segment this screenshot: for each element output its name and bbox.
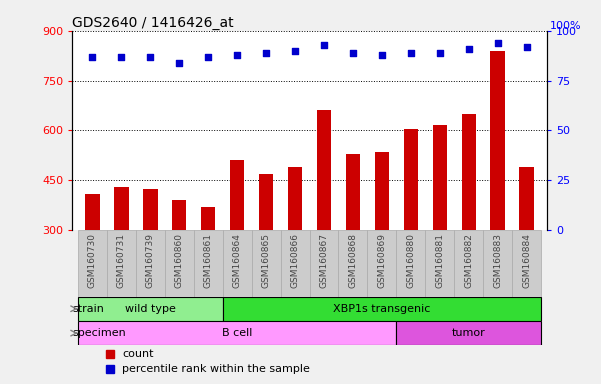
Text: specimen: specimen bbox=[73, 328, 126, 338]
Bar bbox=[397, 321, 541, 345]
Bar bbox=[454, 230, 483, 296]
Text: GSM160861: GSM160861 bbox=[204, 233, 213, 288]
Text: GSM160882: GSM160882 bbox=[464, 233, 473, 288]
Text: strain: strain bbox=[73, 304, 105, 314]
Text: XBP1s transgenic: XBP1s transgenic bbox=[333, 304, 430, 314]
Bar bbox=[143, 189, 157, 230]
Bar bbox=[85, 194, 100, 230]
Text: B cell: B cell bbox=[222, 328, 252, 338]
Bar bbox=[310, 230, 338, 296]
Bar bbox=[374, 152, 389, 230]
Point bbox=[290, 48, 300, 54]
Text: GSM160739: GSM160739 bbox=[146, 233, 155, 288]
Bar bbox=[78, 321, 397, 345]
Bar bbox=[222, 296, 541, 321]
Text: percentile rank within the sample: percentile rank within the sample bbox=[122, 364, 310, 374]
Bar bbox=[288, 167, 302, 230]
Bar bbox=[490, 51, 505, 230]
Text: 100%: 100% bbox=[550, 21, 581, 31]
Text: GSM160731: GSM160731 bbox=[117, 233, 126, 288]
Point bbox=[117, 53, 126, 60]
Bar bbox=[259, 174, 273, 230]
Text: GSM160881: GSM160881 bbox=[435, 233, 444, 288]
Bar bbox=[165, 230, 194, 296]
Bar bbox=[426, 230, 454, 296]
Bar bbox=[397, 230, 426, 296]
Bar bbox=[433, 126, 447, 230]
Bar bbox=[78, 296, 222, 321]
Point bbox=[88, 53, 97, 60]
Text: GSM160730: GSM160730 bbox=[88, 233, 97, 288]
Text: GSM160883: GSM160883 bbox=[493, 233, 502, 288]
Point bbox=[406, 50, 416, 56]
Bar bbox=[222, 230, 252, 296]
Text: GSM160860: GSM160860 bbox=[175, 233, 184, 288]
Bar bbox=[317, 111, 331, 230]
Text: wild type: wild type bbox=[125, 304, 175, 314]
Text: GSM160864: GSM160864 bbox=[233, 233, 242, 288]
Text: GSM160868: GSM160868 bbox=[349, 233, 358, 288]
Bar bbox=[136, 230, 165, 296]
Point bbox=[319, 41, 329, 48]
Text: GSM160884: GSM160884 bbox=[522, 233, 531, 288]
Bar bbox=[346, 154, 360, 230]
Point bbox=[233, 51, 242, 58]
Bar bbox=[462, 114, 476, 230]
Bar bbox=[107, 230, 136, 296]
Bar bbox=[512, 230, 541, 296]
Point bbox=[145, 53, 155, 60]
Point bbox=[435, 50, 445, 56]
Bar bbox=[78, 230, 107, 296]
Text: count: count bbox=[122, 349, 153, 359]
Point bbox=[522, 44, 531, 50]
Point bbox=[464, 46, 474, 52]
Point bbox=[261, 50, 271, 56]
Bar bbox=[172, 200, 186, 230]
Bar bbox=[338, 230, 367, 296]
Bar bbox=[194, 230, 222, 296]
Text: GSM160867: GSM160867 bbox=[320, 233, 329, 288]
Text: GSM160866: GSM160866 bbox=[290, 233, 299, 288]
Bar bbox=[519, 167, 534, 230]
Text: GSM160880: GSM160880 bbox=[406, 233, 415, 288]
Bar bbox=[281, 230, 310, 296]
Point bbox=[377, 51, 386, 58]
Bar bbox=[114, 187, 129, 230]
Bar bbox=[230, 160, 245, 230]
Point bbox=[203, 53, 213, 60]
Point bbox=[348, 50, 358, 56]
Bar bbox=[404, 129, 418, 230]
Bar bbox=[201, 207, 215, 230]
Text: GSM160869: GSM160869 bbox=[377, 233, 386, 288]
Text: GDS2640 / 1416426_at: GDS2640 / 1416426_at bbox=[72, 16, 234, 30]
Point bbox=[493, 40, 502, 46]
Bar bbox=[252, 230, 281, 296]
Point bbox=[174, 60, 184, 66]
Text: tumor: tumor bbox=[452, 328, 486, 338]
Bar bbox=[483, 230, 512, 296]
Bar bbox=[367, 230, 397, 296]
Text: GSM160865: GSM160865 bbox=[261, 233, 270, 288]
